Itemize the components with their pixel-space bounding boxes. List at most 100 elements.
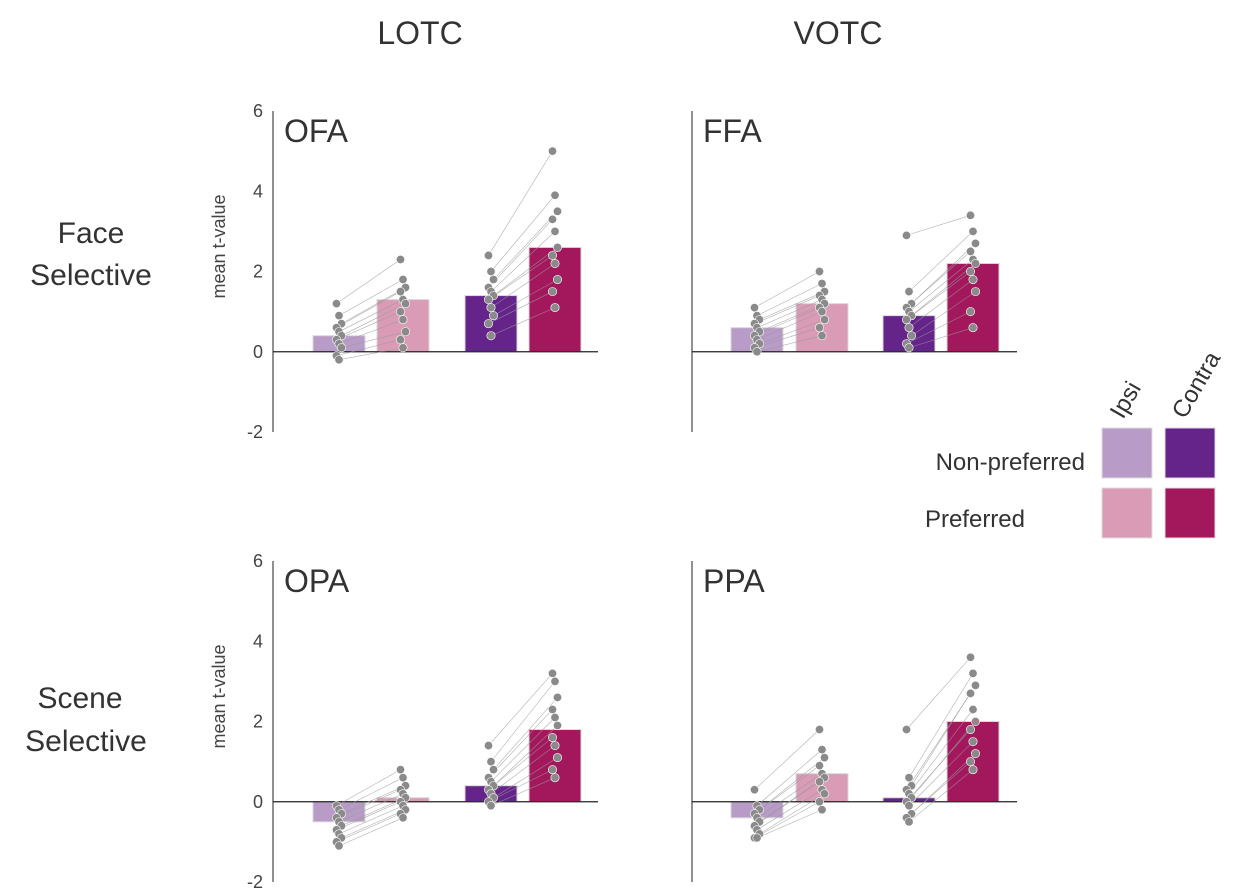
data-point-pref-ipsi xyxy=(395,765,405,775)
data-point-nonpref-ipsi xyxy=(749,303,759,313)
data-point-nonpref-contra xyxy=(904,323,914,333)
subject-line xyxy=(493,725,558,786)
data-point-pref-ipsi xyxy=(395,335,405,345)
subject-line xyxy=(488,291,553,324)
data-point-pref-contra xyxy=(965,652,975,662)
subject-line xyxy=(908,231,974,292)
data-point-nonpref-contra xyxy=(901,315,911,325)
data-point-pref-contra xyxy=(970,287,980,297)
data-point-nonpref-ipsi xyxy=(334,841,344,851)
data-point-pref-contra xyxy=(550,226,560,236)
row-label-scene-line2: Selective xyxy=(25,725,147,758)
data-point-nonpref-ipsi xyxy=(334,311,344,321)
data-point-nonpref-ipsi xyxy=(752,347,762,357)
data-point-nonpref-ipsi xyxy=(749,785,759,795)
data-point-pref-contra xyxy=(552,753,562,763)
data-point-pref-contra xyxy=(965,307,975,317)
data-point-pref-contra xyxy=(552,275,562,285)
data-point-pref-ipsi xyxy=(814,797,824,807)
subject-line xyxy=(338,817,404,847)
y-tick-label: 4 xyxy=(253,631,263,651)
data-point-pref-contra xyxy=(965,246,975,256)
subject-line xyxy=(341,785,406,815)
subject-line xyxy=(754,765,820,815)
subject-line xyxy=(490,745,556,794)
subject-line xyxy=(759,303,825,332)
subject-line xyxy=(759,319,825,345)
data-point-pref-ipsi xyxy=(398,315,408,325)
subject-line xyxy=(341,303,406,336)
y-tick-label: 0 xyxy=(253,342,263,362)
subject-line xyxy=(490,717,556,782)
data-point-nonpref-contra xyxy=(483,741,493,751)
data-point-pref-contra xyxy=(550,712,560,722)
legend-row-nonpreferred: Non-preferred xyxy=(936,449,1085,476)
data-point-pref-contra xyxy=(965,210,975,220)
data-point-pref-contra xyxy=(550,303,560,313)
column-header-votc: VOTC xyxy=(794,15,883,51)
data-point-pref-contra xyxy=(552,692,562,702)
subject-line xyxy=(754,327,820,349)
data-point-pref-contra xyxy=(965,725,975,735)
y-tick-label: 6 xyxy=(253,551,263,571)
panel-opa: -2 0 2 4 6 mean t-value OPA xyxy=(209,551,598,890)
subject-line xyxy=(488,769,553,803)
data-point-pref-ipsi xyxy=(400,299,410,309)
subject-line xyxy=(490,263,556,308)
subject-line xyxy=(756,283,823,316)
legend: Ipsi Contra Non-preferred Preferred xyxy=(925,347,1227,539)
subject-line xyxy=(756,809,823,839)
subject-line xyxy=(493,211,558,280)
legend-swatch-nonpreferred-ipsi xyxy=(1101,427,1153,479)
subject-line xyxy=(754,781,820,827)
subject-line xyxy=(488,255,553,300)
data-point-pref-contra xyxy=(968,323,978,333)
subject-line xyxy=(754,801,820,839)
subject-line xyxy=(488,709,553,778)
data-point-pref-contra xyxy=(970,238,980,248)
data-point-nonpref-contra xyxy=(488,275,498,285)
legend-swatch-preferred-contra xyxy=(1164,487,1216,539)
subject-line xyxy=(338,347,404,361)
data-point-pref-contra xyxy=(550,190,560,200)
data-point-pref-ipsi xyxy=(398,275,408,285)
subject-line xyxy=(338,805,404,835)
subject-line xyxy=(906,271,971,320)
panel-title: OPA xyxy=(284,563,350,599)
panel-title: FFA xyxy=(703,113,762,149)
legend-swatch-nonpreferred-contra xyxy=(1164,427,1216,479)
data-point-nonpref-contra xyxy=(486,331,496,341)
subject-line xyxy=(493,279,558,316)
row-label-face-line1: Face xyxy=(58,217,125,250)
subject-line xyxy=(754,295,820,324)
subject-line xyxy=(488,219,553,288)
data-point-pref-contra xyxy=(550,676,560,686)
y-tick-label: -2 xyxy=(247,422,263,442)
data-point-pref-contra xyxy=(970,258,980,268)
subject-line xyxy=(488,737,553,790)
data-point-nonpref-contra xyxy=(486,266,496,276)
legend-swatch-preferred-ipsi xyxy=(1101,487,1153,539)
data-point-pref-ipsi xyxy=(398,773,408,783)
legend-col-contra: Contra xyxy=(1167,347,1227,423)
y-axis-label: mean t-value xyxy=(209,194,229,298)
subject-line xyxy=(759,291,825,320)
subject-line xyxy=(756,773,823,819)
data-point-pref-contra xyxy=(968,704,978,714)
subject-line xyxy=(906,215,971,236)
data-point-pref-ipsi xyxy=(814,725,824,735)
subject-line xyxy=(908,769,974,823)
subject-line xyxy=(493,697,558,770)
subject-line xyxy=(493,247,558,296)
subject-line xyxy=(906,311,971,344)
data-point-pref-contra xyxy=(547,250,557,260)
data-point-nonpref-contra xyxy=(904,287,914,297)
data-point-pref-contra xyxy=(550,741,560,751)
data-point-nonpref-contra xyxy=(483,250,493,260)
subject-line xyxy=(754,307,820,336)
subject-line xyxy=(756,335,823,353)
subject-line xyxy=(341,809,406,839)
data-point-nonpref-contra xyxy=(483,319,493,329)
data-point-pref-ipsi xyxy=(819,789,829,799)
